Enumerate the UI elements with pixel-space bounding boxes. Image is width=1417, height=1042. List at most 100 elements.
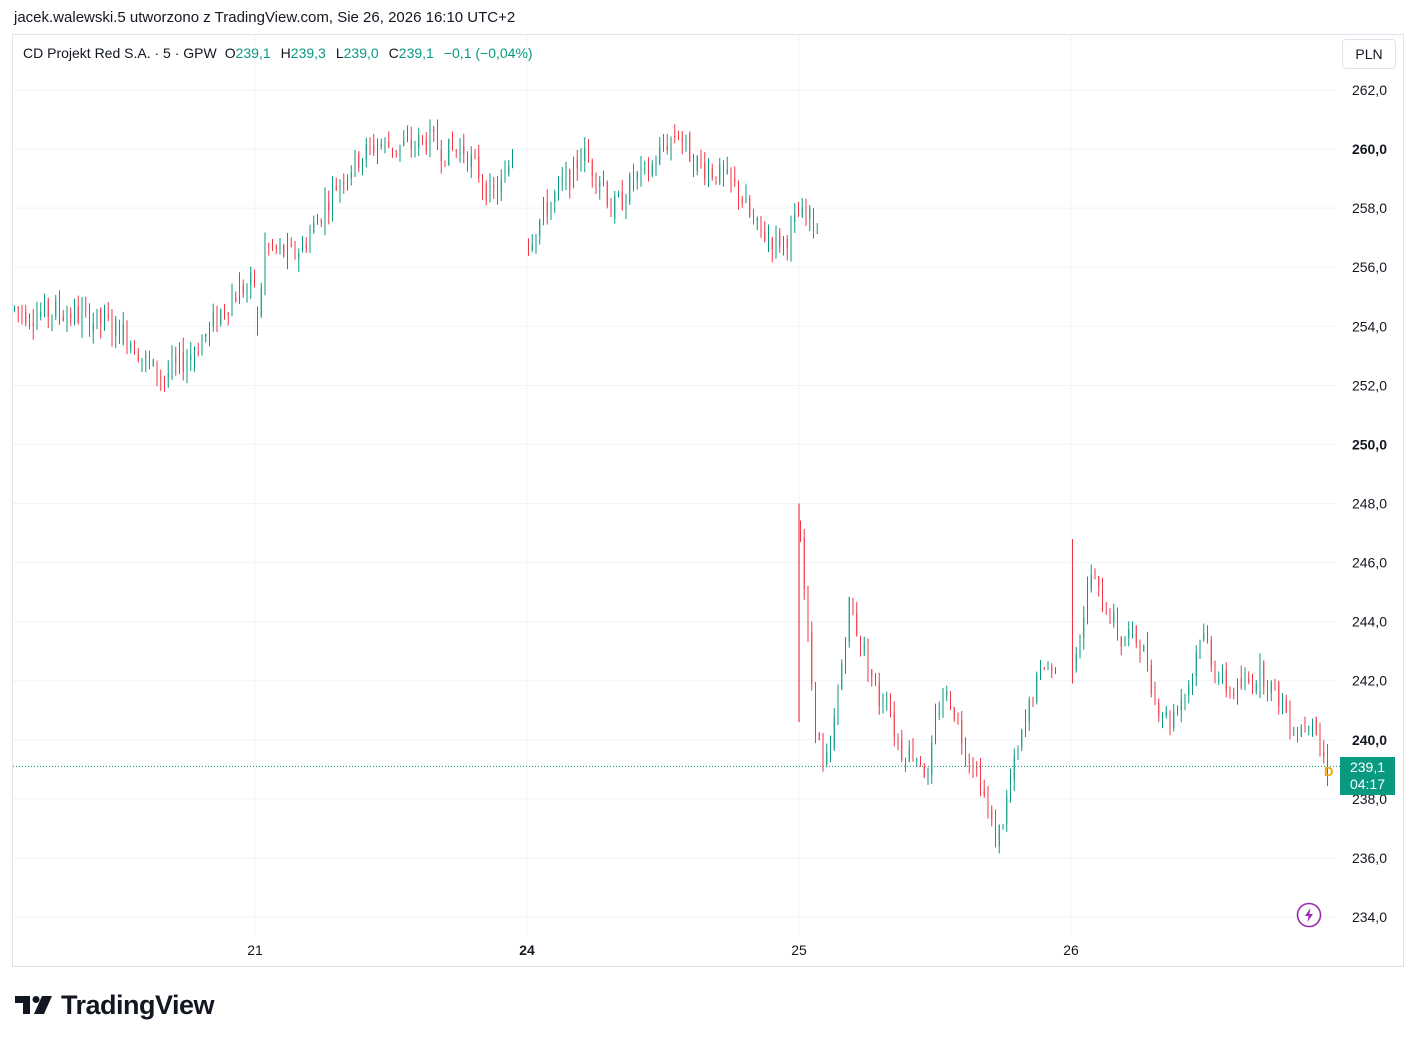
candle <box>1244 667 1246 691</box>
candle-body <box>220 309 222 325</box>
lightning-icon[interactable] <box>1296 902 1322 928</box>
candle-body <box>260 287 262 316</box>
candle <box>410 126 412 158</box>
candle <box>512 149 513 169</box>
candle <box>1055 667 1056 675</box>
candle <box>59 290 60 325</box>
candle-body <box>798 215 799 217</box>
candle-series <box>14 119 1328 854</box>
candle <box>1051 663 1053 679</box>
candle <box>1278 680 1280 715</box>
candle-body <box>897 737 899 741</box>
symbol-name[interactable]: CD Projekt Red S.A. · 5 · GPW <box>23 45 217 61</box>
candle <box>822 732 824 772</box>
candle <box>625 193 627 220</box>
candle-body <box>1010 779 1011 797</box>
candle <box>70 307 72 326</box>
candle <box>130 340 132 354</box>
candle-body <box>893 712 895 738</box>
candle-body <box>830 746 831 752</box>
candle-body <box>768 237 769 240</box>
candle-body <box>730 168 732 181</box>
candle <box>1040 659 1041 680</box>
candle-body <box>365 144 367 161</box>
candle <box>972 757 974 779</box>
candle-body <box>764 230 766 241</box>
candle-body <box>62 316 64 321</box>
currency-button[interactable]: PLN <box>1342 39 1396 69</box>
candle-body <box>167 373 169 378</box>
candle <box>1300 724 1302 737</box>
candle <box>1147 631 1148 672</box>
candle <box>946 685 948 702</box>
candle-body <box>976 766 978 769</box>
candle <box>867 638 869 682</box>
candle <box>239 272 240 304</box>
candle <box>539 218 541 245</box>
candle-body <box>1090 574 1092 591</box>
candle <box>621 180 623 211</box>
candle-body <box>543 202 544 219</box>
candle-body <box>171 358 173 374</box>
candle <box>696 155 698 176</box>
candle-body <box>1028 700 1030 722</box>
candle-body <box>723 164 724 173</box>
candle <box>115 316 117 349</box>
candle <box>890 693 891 718</box>
candle-body <box>531 243 533 250</box>
candle <box>670 136 672 161</box>
candle-body <box>92 322 94 333</box>
candle <box>500 169 502 201</box>
candle-body <box>216 311 218 326</box>
candle <box>912 738 914 762</box>
candle <box>1225 662 1227 698</box>
candle <box>388 131 390 149</box>
candle <box>863 636 865 657</box>
dividend-marker[interactable]: D <box>1324 764 1334 779</box>
candle-body <box>878 683 880 707</box>
chart-pane[interactable] <box>12 34 1404 967</box>
candle <box>786 234 788 261</box>
candle-body <box>59 301 60 316</box>
candle <box>467 151 468 172</box>
candle <box>1075 646 1077 673</box>
candle-body <box>1051 666 1053 671</box>
candle-body <box>561 179 563 181</box>
time-tick-label: 21 <box>247 942 263 958</box>
candle <box>528 238 529 256</box>
candle <box>482 173 483 200</box>
candle-body <box>119 320 120 344</box>
candle-body <box>497 187 498 195</box>
candle-body <box>320 219 322 223</box>
candle-body <box>920 757 921 766</box>
candle <box>803 529 805 600</box>
candle-body <box>845 643 846 665</box>
candle-body <box>141 358 143 362</box>
candle-body <box>1315 717 1317 735</box>
candle <box>1105 601 1107 615</box>
candle-body <box>47 299 49 317</box>
candle-body <box>621 191 623 210</box>
time-tick-label: 25 <box>791 942 807 958</box>
candle <box>719 157 721 186</box>
candle <box>137 348 139 363</box>
candle-body <box>775 230 777 248</box>
candle-body <box>384 140 386 143</box>
candle <box>279 238 281 255</box>
candle-body <box>614 195 616 219</box>
candle-body <box>246 286 248 294</box>
tradingview-logo[interactable]: TradingView <box>15 990 215 1020</box>
candle <box>938 701 940 720</box>
candle-body <box>603 181 604 183</box>
candle-body <box>1304 726 1306 729</box>
candle-body <box>452 140 453 150</box>
candle-body <box>715 176 717 182</box>
candle-body <box>239 284 240 304</box>
candle-body <box>1285 699 1287 713</box>
candle-body <box>565 172 567 181</box>
candle <box>998 824 1000 854</box>
candle <box>302 236 303 253</box>
candle-body <box>448 138 450 166</box>
candle <box>816 223 818 234</box>
